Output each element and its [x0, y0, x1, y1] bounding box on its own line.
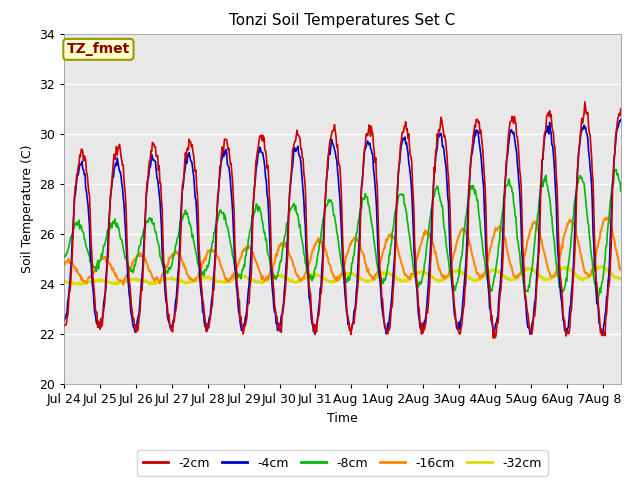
- -4cm: [473, 129, 481, 135]
- -4cm: [298, 169, 305, 175]
- Line: -16cm: -16cm: [64, 217, 621, 285]
- -8cm: [138, 234, 146, 240]
- -32cm: [617, 276, 625, 281]
- -16cm: [603, 215, 611, 220]
- -8cm: [617, 188, 625, 194]
- -4cm: [460, 292, 467, 298]
- -32cm: [63, 279, 70, 285]
- Text: TZ_fmet: TZ_fmet: [67, 42, 130, 56]
- -2cm: [617, 106, 625, 112]
- Line: -2cm: -2cm: [64, 102, 621, 338]
- -2cm: [63, 322, 70, 327]
- -4cm: [617, 117, 625, 122]
- -16cm: [60, 261, 68, 266]
- -8cm: [460, 234, 467, 240]
- -8cm: [63, 252, 70, 257]
- -8cm: [60, 252, 68, 258]
- Y-axis label: Soil Temperature (C): Soil Temperature (C): [20, 144, 33, 273]
- -16cm: [319, 241, 327, 247]
- -8cm: [473, 197, 481, 203]
- -32cm: [139, 278, 147, 284]
- -2cm: [460, 306, 467, 312]
- -16cm: [120, 282, 127, 288]
- -4cm: [63, 312, 70, 317]
- -2cm: [581, 99, 589, 105]
- -16cm: [139, 252, 147, 258]
- -4cm: [319, 257, 326, 263]
- -2cm: [60, 324, 68, 329]
- -2cm: [319, 273, 326, 279]
- -8cm: [595, 295, 602, 301]
- -2cm: [298, 146, 305, 152]
- -32cm: [319, 276, 327, 281]
- -32cm: [474, 276, 481, 282]
- -4cm: [490, 333, 497, 339]
- -8cm: [319, 221, 326, 227]
- X-axis label: Time: Time: [327, 411, 358, 425]
- -8cm: [298, 235, 305, 240]
- -32cm: [77, 282, 85, 288]
- -16cm: [474, 270, 481, 276]
- -8cm: [611, 167, 619, 172]
- -16cm: [617, 265, 625, 271]
- -32cm: [298, 276, 306, 282]
- -2cm: [473, 116, 481, 122]
- -2cm: [490, 335, 497, 341]
- -2cm: [138, 288, 146, 293]
- -4cm: [138, 275, 146, 280]
- -16cm: [460, 228, 468, 234]
- Line: -8cm: -8cm: [64, 169, 621, 298]
- -4cm: [60, 318, 68, 324]
- Line: -4cm: -4cm: [64, 120, 621, 336]
- -16cm: [63, 258, 70, 264]
- -32cm: [598, 264, 605, 269]
- -16cm: [298, 275, 306, 281]
- Legend: -2cm, -4cm, -8cm, -16cm, -32cm: -2cm, -4cm, -8cm, -16cm, -32cm: [137, 450, 548, 476]
- Line: -32cm: -32cm: [64, 266, 621, 285]
- -32cm: [60, 278, 68, 284]
- -32cm: [460, 272, 468, 277]
- Title: Tonzi Soil Temperatures Set C: Tonzi Soil Temperatures Set C: [229, 13, 456, 28]
